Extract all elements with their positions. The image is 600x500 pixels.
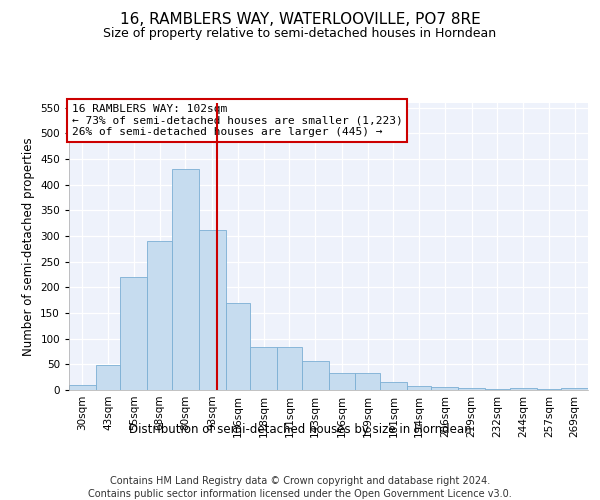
- Text: Distribution of semi-detached houses by size in Horndean: Distribution of semi-detached houses by …: [128, 422, 472, 436]
- Bar: [199, 230, 226, 390]
- Bar: [355, 373, 380, 390]
- Bar: [380, 382, 407, 390]
- Bar: [277, 348, 302, 390]
- Bar: [302, 360, 329, 390]
- Bar: [172, 169, 199, 390]
- Text: Size of property relative to semi-detached houses in Horndean: Size of property relative to semi-detach…: [103, 28, 497, 40]
- Bar: [329, 373, 355, 390]
- Text: 16, RAMBLERS WAY, WATERLOOVILLE, PO7 8RE: 16, RAMBLERS WAY, WATERLOOVILLE, PO7 8RE: [119, 12, 481, 28]
- Text: Contains public sector information licensed under the Open Government Licence v3: Contains public sector information licen…: [88, 489, 512, 499]
- Bar: [431, 388, 458, 390]
- Bar: [226, 303, 250, 390]
- Bar: [458, 388, 485, 390]
- Y-axis label: Number of semi-detached properties: Number of semi-detached properties: [22, 137, 35, 356]
- Text: Contains HM Land Registry data © Crown copyright and database right 2024.: Contains HM Land Registry data © Crown c…: [110, 476, 490, 486]
- Bar: [561, 388, 588, 390]
- Bar: [121, 276, 147, 390]
- Bar: [69, 385, 96, 390]
- Bar: [407, 386, 431, 390]
- Bar: [250, 348, 277, 390]
- Bar: [147, 240, 172, 390]
- Text: 16 RAMBLERS WAY: 102sqm
← 73% of semi-detached houses are smaller (1,223)
26% of: 16 RAMBLERS WAY: 102sqm ← 73% of semi-de…: [71, 104, 403, 137]
- Bar: [96, 366, 121, 390]
- Bar: [510, 388, 536, 390]
